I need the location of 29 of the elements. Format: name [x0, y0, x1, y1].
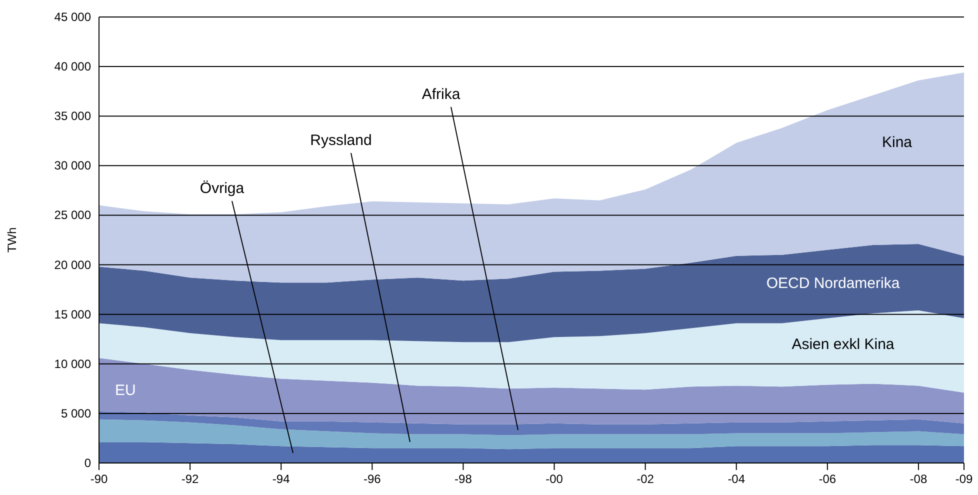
x-tick-label: -98: [454, 472, 472, 486]
x-tick-label: -92: [181, 472, 200, 486]
y-tick-label: 30 000: [54, 158, 92, 173]
text: Afrika: [422, 86, 461, 103]
x-tick-label: -04: [728, 472, 746, 486]
y-tick-label: 5 000: [60, 406, 92, 420]
y-tick-label: 40 000: [54, 60, 92, 74]
y-tick-label: 20 000: [54, 258, 92, 272]
x-tick-label: -94: [272, 472, 290, 486]
x-tick-label: -90: [90, 472, 108, 486]
y-tick-label: 25 000: [54, 208, 92, 222]
x-tick-label: -06: [818, 472, 836, 486]
x-tick-label: -09: [955, 472, 973, 486]
y-tick-label: 15 000: [54, 307, 92, 322]
y-tick-label: 0: [84, 456, 92, 470]
x-tick-label: -00: [546, 472, 564, 486]
y-tick-label: 35 000: [54, 109, 92, 124]
series-label: OECD Nordamerika: [766, 275, 900, 292]
x-tick-label: -02: [636, 472, 654, 486]
y-tick-label: 10 000: [54, 356, 92, 371]
series-label: EU: [115, 382, 136, 399]
series-label: Kina: [882, 134, 913, 151]
series-label: Asien exkl Kina: [792, 336, 895, 353]
x-tick-label: -96: [363, 472, 382, 486]
y-tick-label: 45 000: [54, 10, 92, 24]
y-axis-title: TWh: [5, 227, 19, 253]
text: Ryssland: [310, 132, 372, 149]
text: Övriga: [200, 180, 245, 197]
x-tick-label: -08: [910, 472, 928, 486]
